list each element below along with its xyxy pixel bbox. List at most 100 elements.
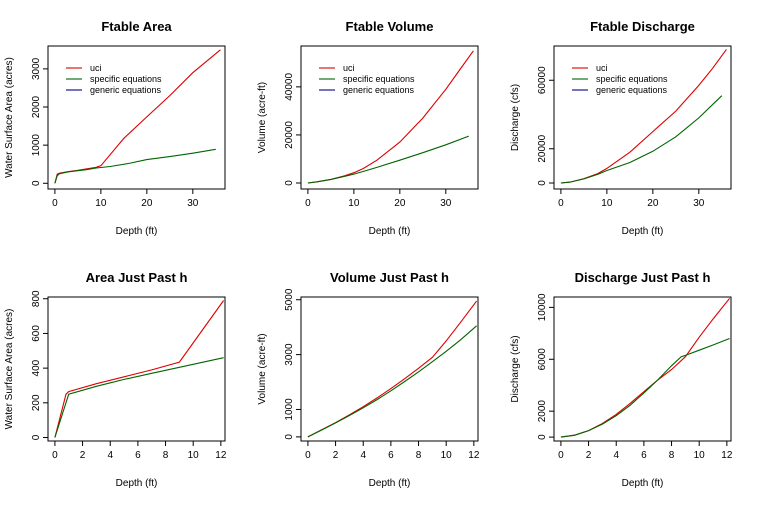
y-tick-label: 1000 [284, 398, 295, 421]
legend-entry: uci [90, 63, 102, 73]
y-tick-label: 5000 [284, 288, 295, 311]
y-tick-label: 20000 [284, 121, 295, 149]
chart-panel-1: Ftable Area 0 10 20 30 0 1000 2000 3000 Depth (ft… [4, 19, 226, 237]
x-tick-label: 30 [440, 198, 452, 209]
chart-title: Ftable Discharge [590, 19, 695, 34]
y-tick-label: 200 [31, 394, 42, 411]
y-tick-label: 0 [284, 180, 295, 186]
legend-entry: uci [343, 63, 355, 73]
y-tick-label: 0 [31, 180, 42, 186]
y-axis-label: Volume (acre-ft) [257, 82, 268, 153]
chart-panel-2: Ftable Volume 0 10 20 30 0 20000 40000 Depth (ft… [257, 19, 479, 237]
x-tick-label: 8 [163, 450, 169, 461]
series-line-uci [307, 300, 478, 438]
y-tick-label: 0 [537, 434, 548, 440]
series-line-uci [54, 300, 225, 438]
x-tick-label: 10 [348, 198, 360, 209]
plot-frame [47, 45, 226, 190]
y-tick-label: 60000 [537, 66, 548, 94]
x-tick-label: 30 [693, 198, 705, 209]
x-tick-label: 2 [333, 450, 339, 461]
x-tick-label: 30 [187, 198, 199, 209]
legend-entry: generic equations [596, 85, 668, 95]
x-tick-label: 10 [188, 450, 200, 461]
legend-entry: uci [596, 63, 608, 73]
x-tick-label: 20 [394, 198, 406, 209]
x-tick-label: 0 [558, 450, 564, 461]
y-tick-label: 800 [31, 290, 42, 307]
series-line-specific-equations [307, 325, 477, 438]
series-line-uci [560, 49, 727, 184]
chart-title: Discharge Just Past h [575, 270, 711, 285]
series-line-specific-equations [307, 135, 469, 184]
x-tick-label: 20 [141, 198, 153, 209]
y-axis-label: Discharge (cfs) [510, 84, 521, 151]
y-axis-label: Water Surface Area (acres) [4, 57, 15, 178]
x-axis-label: Depth (ft) [622, 478, 664, 489]
y-tick-label: 3000 [31, 57, 42, 80]
y-tick-label: 600 [31, 325, 42, 342]
plot-frame [47, 296, 226, 442]
x-axis-label: Depth (ft) [369, 226, 411, 237]
x-tick-label: 12 [215, 450, 227, 461]
y-axis-label: Water Surface Area (acres) [4, 309, 15, 430]
y-axis-label: Volume (acre-ft) [257, 333, 268, 404]
x-axis-label: Depth (ft) [116, 226, 158, 237]
plot-frame [553, 45, 732, 190]
y-tick-label: 0 [284, 434, 295, 440]
legend-entry: generic equations [90, 85, 162, 95]
x-tick-label: 10 [601, 198, 613, 209]
x-tick-label: 0 [52, 198, 58, 209]
chart-panel-5: Volume Just Past h 0 2 4 6 8 10 12 0 1000 3000 5000… [257, 270, 480, 489]
x-axis-label: Depth (ft) [369, 478, 411, 489]
x-tick-label: 0 [558, 198, 564, 209]
chart-title: Ftable Volume [346, 19, 434, 34]
x-tick-label: 4 [107, 450, 113, 461]
x-tick-label: 12 [721, 450, 733, 461]
x-tick-label: 20 [647, 198, 659, 209]
x-axis-label: Depth (ft) [622, 226, 664, 237]
series-line-specific-equations [560, 95, 723, 184]
y-tick-label: 0 [537, 180, 548, 186]
x-axis-label: Depth (ft) [116, 478, 158, 489]
x-tick-label: 4 [360, 450, 366, 461]
x-tick-label: 10 [441, 450, 453, 461]
chart-title: Volume Just Past h [330, 270, 449, 285]
legend-entry: specific equations [596, 74, 668, 84]
y-tick-label: 6000 [537, 348, 548, 371]
x-tick-label: 0 [305, 450, 311, 461]
plot-frame [553, 296, 732, 442]
chart-panel-4: Area Just Past h 0 2 4 6 8 10 12 0 200 400 600 800 De… [4, 270, 227, 489]
chart-title: Ftable Area [101, 19, 172, 34]
x-tick-label: 8 [416, 450, 422, 461]
x-tick-label: 0 [52, 450, 58, 461]
legend-entry: generic equations [343, 85, 415, 95]
series-line-specific-equations [54, 357, 224, 438]
x-tick-label: 2 [586, 450, 592, 461]
series-line-specific-equations [54, 148, 216, 184]
y-tick-label: 400 [31, 359, 42, 376]
y-tick-label: 1000 [31, 134, 42, 157]
x-tick-label: 6 [388, 450, 394, 461]
x-tick-label: 12 [468, 450, 480, 461]
y-tick-label: 3000 [284, 343, 295, 366]
chart-panel-6: Discharge Just Past h 0 2 4 6 8 10 12 0 2000 6000 1… [510, 270, 733, 489]
x-tick-label: 10 [95, 198, 107, 209]
x-tick-label: 6 [641, 450, 647, 461]
x-tick-label: 6 [135, 450, 141, 461]
y-tick-label: 2000 [537, 400, 548, 423]
legend-entry: specific equations [90, 74, 162, 84]
y-tick-label: 0 [31, 434, 42, 440]
y-tick-label: 10000 [537, 293, 548, 321]
x-tick-label: 10 [694, 450, 706, 461]
series-line-uci [54, 49, 221, 184]
chart-title: Area Just Past h [86, 270, 188, 285]
x-tick-label: 2 [80, 450, 86, 461]
series-line-uci [560, 297, 731, 438]
y-axis-label: Discharge (cfs) [510, 335, 521, 402]
legend-entry: specific equations [343, 74, 415, 84]
